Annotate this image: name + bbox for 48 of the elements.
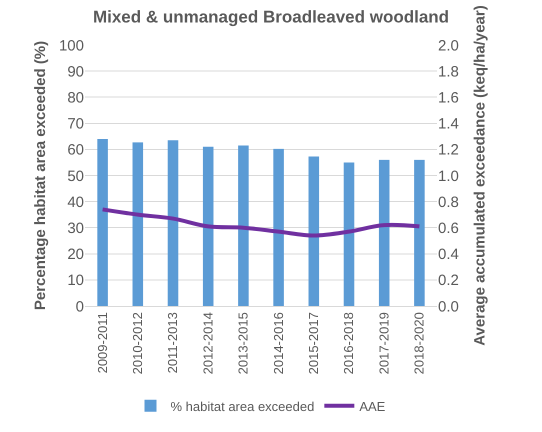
bar: [202, 146, 214, 306]
y-tick-label: 10: [67, 272, 84, 290]
y-tick-label: 20: [67, 246, 84, 264]
y-tick-label: 60: [67, 142, 84, 159]
bar: [273, 148, 284, 306]
y2-tick-label: 1.2: [438, 142, 459, 159]
bar: [308, 156, 320, 306]
y-axis-title: Percentage habitat area exceeded (%): [32, 40, 49, 310]
y-tick-label: 90: [67, 63, 84, 80]
bar: [132, 142, 144, 306]
x-tick-label: 2015-2017: [306, 312, 322, 374]
x-tick-label: 2014-2016: [270, 312, 286, 374]
y2-tick-label: 1.8: [438, 63, 459, 80]
legend-label: AAE: [359, 398, 386, 414]
y-tick-label: 70: [67, 116, 84, 133]
y2-tick-label: 2.0: [438, 37, 459, 54]
legend-label: % habitat area exceeded: [170, 398, 314, 414]
y2-tick-label: 1.4: [438, 116, 459, 133]
bar: [414, 160, 425, 306]
bar: [97, 138, 108, 306]
y-tick-label: 80: [67, 89, 84, 106]
x-tick-label: 2013-2015: [236, 312, 251, 374]
x-tick-label: 2016-2018: [341, 312, 356, 374]
y-tick-label: 0: [76, 298, 84, 316]
x-tick-label: 2011-2013: [165, 312, 180, 374]
bar: [238, 145, 249, 306]
y2-tick-label: 0.8: [438, 194, 459, 211]
x-tick-label: 2018-2020: [412, 312, 427, 374]
y-tick-label: 50: [67, 168, 84, 185]
x-tick-label: 2010-2012: [130, 312, 146, 374]
y2-tick-label: 0.4: [438, 246, 459, 264]
chart-title: Mixed & unmanaged Broadleaved woodland: [92, 8, 450, 27]
bar: [344, 162, 354, 306]
x-tick-label: 2012-2014: [200, 312, 216, 374]
x-tick-label: 2009-2011: [94, 312, 110, 374]
bar: [378, 160, 390, 306]
bar: [168, 140, 178, 306]
y2-tick-label: 1.0: [438, 168, 459, 185]
y2-tick-label: 1.6: [438, 89, 459, 106]
y-tick-label: 100: [58, 37, 84, 54]
y2-axis-title: Average accumulated exceedance (keq/ha/year): [472, 5, 488, 346]
x-tick-label: 2017-2019: [376, 312, 392, 374]
y2-tick-label: 0.2: [438, 272, 459, 290]
y-tick-label: 30: [67, 220, 84, 237]
y2-tick-label: 0.0: [438, 298, 459, 316]
y-tick-label: 40: [67, 194, 84, 211]
line-series: [100, 207, 422, 238]
y2-tick-label: 0.6: [438, 220, 459, 237]
